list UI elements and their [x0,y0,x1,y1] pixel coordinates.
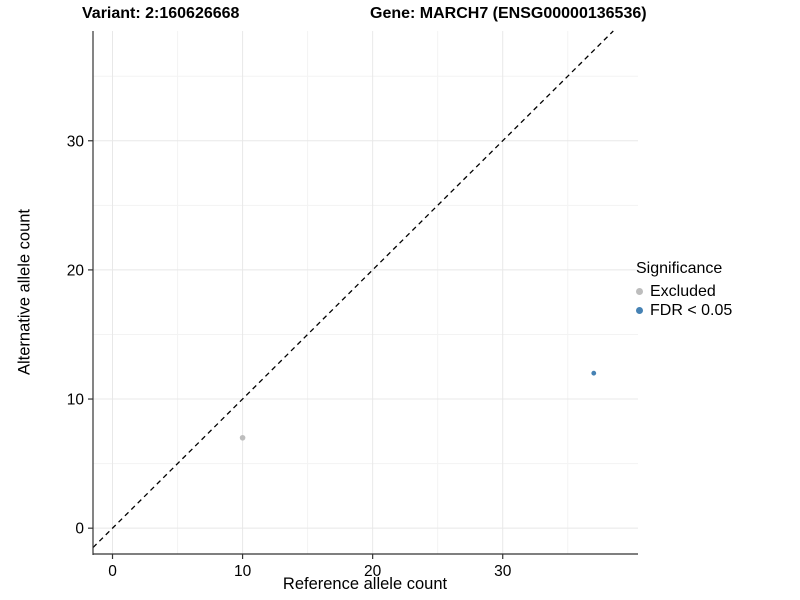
plot-title-variant: Variant: 2:160626668 [82,5,240,22]
legend-item-fdr-label: FDR < 0.05 [650,301,733,319]
data-point [239,434,246,441]
fdr-swatch-icon [636,307,643,314]
legend-item-fdr: FDR < 0.05 [636,301,732,320]
y-tick-label: 10 [67,392,85,409]
excluded-swatch-icon [636,288,643,295]
x-tick-label: 30 [494,563,512,580]
identity-reference-line [92,30,614,549]
legend-item-excluded-label: Excluded [650,282,716,300]
legend-item-excluded: Excluded [636,282,732,301]
x-tick-label: 0 [108,563,117,580]
legend-title: Significance [636,260,723,277]
data-point [591,370,597,376]
y-tick-label: 30 [67,133,85,150]
x-tick-label: 10 [234,563,252,580]
x-axis-label: Reference allele count [282,575,448,593]
plot-title-gene: Gene: MARCH7 (ENSG00000136536) [370,5,647,22]
legend: Significance Excluded FDR < 0.05 [636,260,732,320]
y-tick-label: 0 [75,521,84,538]
y-axis-label: Alternative allele count [15,208,34,376]
y-tick-label: 20 [67,262,85,279]
x-tick-label: 20 [364,563,382,580]
